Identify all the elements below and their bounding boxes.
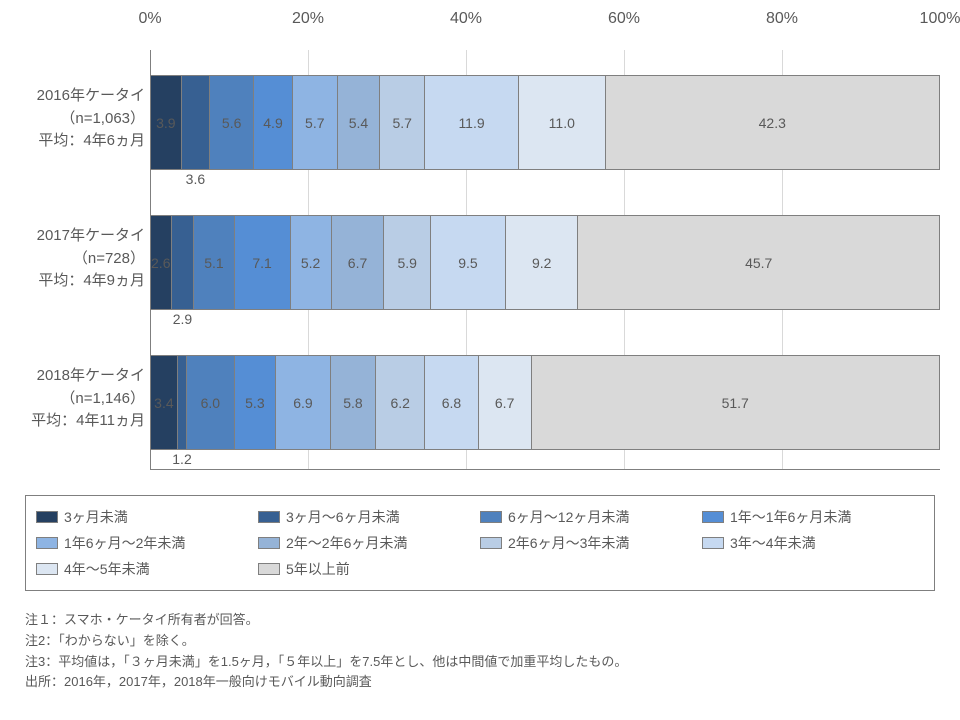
x-axis: 0%20%40%60%80%100% [150,10,940,50]
legend-swatch [480,537,502,549]
legend-item: 3ヶ月～6ヶ月未満 [258,504,480,530]
legend-label: 2年～2年6ヶ月未満 [286,533,407,553]
footnote-3: 注3：平均値は，「３ヶ月未満」を1.5ヶ月，「５年以上」を7.5年とし、他は中間… [25,652,627,673]
x-tick: 100% [920,10,960,28]
legend-swatch [36,537,58,549]
legend-swatch [702,511,724,523]
legend-item: 3年～4年未満 [702,530,924,556]
legend-label: 1年6ヶ月～2年未満 [64,533,185,553]
legend-item: 2年6ヶ月～3年未満 [480,530,702,556]
legend-label: 4年～5年未満 [64,559,150,579]
legend-swatch [702,537,724,549]
legend-item: 3ヶ月未満 [36,504,258,530]
legend-label: 3年～4年未満 [730,533,816,553]
x-tick: 20% [292,10,324,28]
y-label: 2017年ケータイ（n=728）平均：4年9ヵ月 [0,225,145,293]
footnote-1: 注１：スマホ・ケータイ所有者が回答。 [25,610,627,631]
axis-border [150,50,940,470]
legend-label: 3ヶ月未満 [64,507,128,527]
footnote-source: 出所：2016年，2017年，2018年一般向けモバイル動向調査 [25,672,627,693]
legend-label: 5年以上前 [286,559,350,579]
chart-container: 0%20%40%60%80%100% 3.93.65.64.95.75.45.7… [0,0,960,720]
legend-item: 4年～5年未満 [36,556,258,582]
y-label: 2018年ケータイ（n=1,146）平均：4年11ヵ月 [0,365,145,433]
legend-label: 6ヶ月～12ヶ月未満 [508,507,629,527]
x-tick: 0% [138,10,161,28]
legend-swatch [36,563,58,575]
x-tick: 40% [450,10,482,28]
x-tick: 60% [608,10,640,28]
legend-label: 3ヶ月～6ヶ月未満 [286,507,400,527]
legend: 3ヶ月未満 3ヶ月～6ヶ月未満 6ヶ月～12ヶ月未満 1年～1年6ヶ月未満 1年6ヶ月～… [25,495,935,591]
legend-item: 1年～1年6ヶ月未満 [702,504,924,530]
x-tick: 80% [766,10,798,28]
legend-item: 1年6ヶ月～2年未満 [36,530,258,556]
legend-item: 6ヶ月～12ヶ月未満 [480,504,702,530]
legend-swatch [258,563,280,575]
legend-swatch [258,537,280,549]
footnotes: 注１：スマホ・ケータイ所有者が回答。 注2：「わからない」を除く。 注3：平均値… [25,610,627,693]
y-label: 2016年ケータイ（n=1,063）平均：4年6ヵ月 [0,85,145,153]
legend-swatch [258,511,280,523]
legend-item: 5年以上前 [258,556,480,582]
footnote-2: 注2：「わからない」を除く。 [25,631,627,652]
legend-item: 2年～2年6ヶ月未満 [258,530,480,556]
legend-label: 1年～1年6ヶ月未満 [730,507,851,527]
legend-label: 2年6ヶ月～3年未満 [508,533,629,553]
legend-swatch [36,511,58,523]
legend-swatch [480,511,502,523]
